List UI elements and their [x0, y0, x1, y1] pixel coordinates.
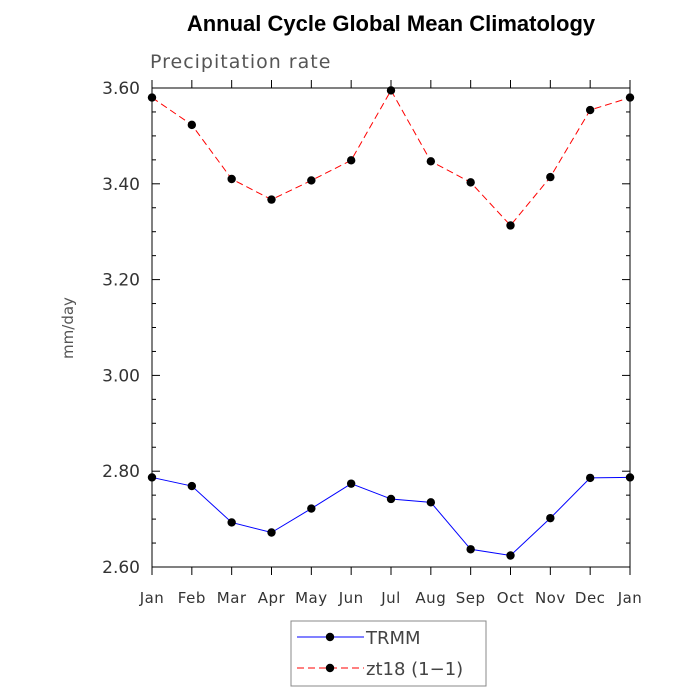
data-point-trmm — [267, 528, 276, 537]
legend: TRMM zt18 (1−1) — [290, 620, 487, 687]
data-point-trmm — [625, 473, 635, 482]
series-line-zt18 — [151, 89, 631, 227]
chart-subtitle: Precipitation rate — [150, 51, 331, 73]
xtick-label: Feb — [178, 589, 206, 607]
data-point-zt18 — [506, 221, 515, 230]
data-point-trmm — [147, 473, 157, 482]
ytick-label: 3.40 — [102, 175, 140, 195]
xtick-label: Jul — [380, 589, 401, 607]
data-point-trmm — [466, 545, 475, 554]
data-point-zt18 — [267, 195, 276, 204]
ytick-label: 3.00 — [102, 366, 140, 386]
legend-marker-zt18 — [325, 663, 335, 673]
xtick-label: Oct — [497, 589, 524, 607]
ytick-label: 2.80 — [102, 462, 140, 482]
data-point-trmm — [187, 481, 197, 491]
legend-box — [290, 620, 487, 687]
ytick-label: 3.60 — [102, 79, 140, 99]
data-point-zt18 — [386, 86, 396, 95]
data-point-trmm — [585, 473, 595, 483]
data-point-trmm — [346, 479, 356, 488]
series-line-trmm — [151, 476, 631, 557]
data-point-trmm — [546, 513, 555, 523]
data-point-zt18 — [187, 120, 197, 130]
data-point-trmm — [386, 494, 396, 504]
data-point-trmm — [307, 504, 316, 513]
xtick-label: May — [295, 589, 328, 607]
xtick-label: Nov — [535, 589, 566, 607]
data-point-zt18 — [466, 178, 475, 187]
data-point-zt18 — [625, 93, 635, 102]
data-point-zt18 — [585, 105, 595, 115]
data-point-trmm — [426, 498, 436, 507]
chart-title: Annual Cycle Global Mean Climatology — [187, 11, 596, 36]
xtick-label: Jan — [139, 589, 165, 607]
data-point-zt18 — [426, 157, 436, 166]
data-point-zt18 — [307, 176, 316, 185]
legend-label-zt18: zt18 (1−1) — [366, 659, 463, 680]
data-point-zt18 — [227, 174, 236, 184]
series-layer — [147, 86, 635, 560]
xtick-label: Jun — [338, 589, 364, 607]
xtick-label: Jan — [617, 589, 643, 607]
xtick-label: Aug — [415, 589, 446, 607]
legend-marker-trmm — [325, 632, 335, 642]
data-point-zt18 — [147, 93, 157, 102]
data-point-zt18 — [546, 172, 555, 182]
xtick-label: Apr — [258, 589, 286, 607]
axis-ticks: 2.60 2.80 3.00 3.20 3.40 3.60 Jan Feb Mar Apr May J… — [102, 79, 642, 607]
data-point-trmm — [506, 551, 515, 560]
legend-label-trmm: TRMM — [365, 628, 421, 649]
ytick-label: 3.20 — [102, 271, 140, 291]
data-point-zt18 — [346, 156, 356, 165]
data-point-trmm — [227, 518, 236, 527]
ytick-label: 2.60 — [102, 558, 140, 578]
y-axis-label: mm/day — [59, 297, 77, 359]
xtick-label: Dec — [575, 589, 606, 607]
xtick-label: Mar — [217, 589, 247, 607]
xtick-label: Sep — [456, 589, 486, 607]
